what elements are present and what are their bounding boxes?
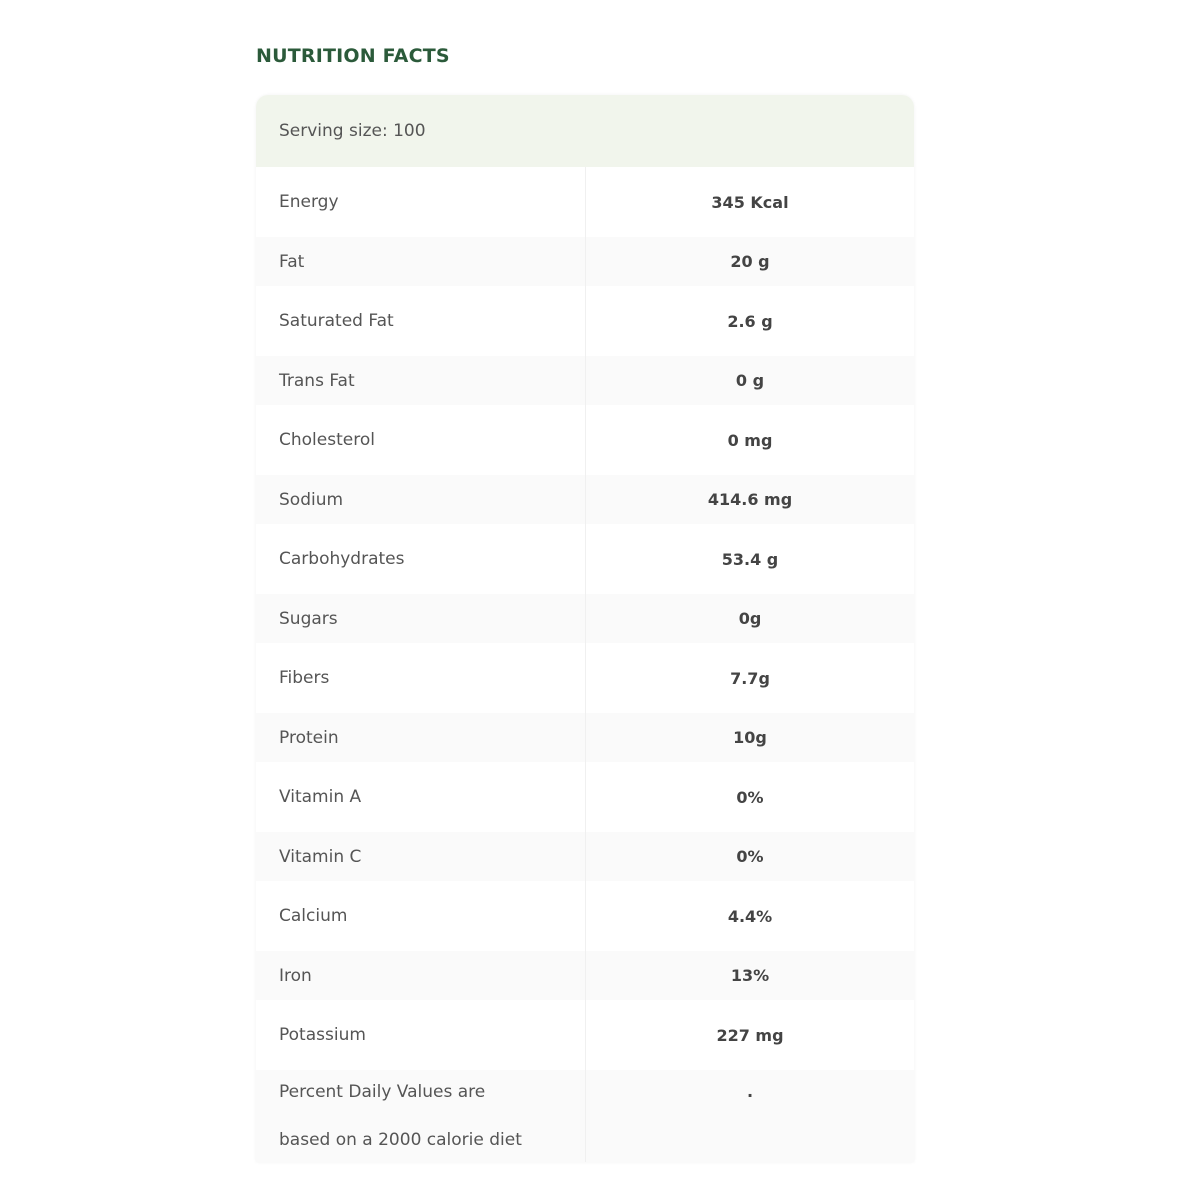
nutrient-name: Fibers — [256, 643, 586, 713]
nutrient-value: 0g — [738, 609, 762, 628]
table-row: Saturated Fat 2.6 g — [256, 286, 914, 356]
footnote-value: . — [746, 1082, 754, 1101]
nutrient-value: 7.7g — [730, 668, 770, 688]
nutrient-name: Protein — [256, 713, 586, 762]
section-title: NUTRITION FACTS — [256, 45, 450, 67]
table-row: Sugars 0g — [256, 594, 914, 643]
table-row: Fibers 7.7g — [256, 643, 914, 713]
table-row: Potassium 227 mg — [256, 1000, 914, 1070]
nutrient-name: Energy — [256, 167, 586, 237]
nutrition-table: Serving size: 100 Energy 345 Kcal Fat 20 g S… — [256, 95, 914, 1162]
nutrient-name: Vitamin C — [256, 832, 586, 881]
footnote-line-2: based on a 2000 calorie diet — [279, 1130, 522, 1150]
footnote-line-1: Percent Daily Values are — [279, 1082, 486, 1102]
table-row: Carbohydrates 53.4 g — [256, 524, 914, 594]
table-row: Iron 13% — [256, 951, 914, 1000]
table-row: Vitamin C 0% — [256, 832, 914, 881]
nutrient-value: 0 g — [735, 371, 765, 390]
nutrient-name: Calcium — [256, 881, 586, 951]
nutrient-name: Sodium — [256, 475, 586, 524]
table-row: Trans Fat 0 g — [256, 356, 914, 405]
nutrient-value: 4.4% — [727, 906, 773, 926]
nutrient-value: 0 mg — [727, 430, 773, 450]
nutrient-name: Iron — [256, 951, 586, 1000]
table-row: Energy 345 Kcal — [256, 167, 914, 237]
table-row: Sodium 414.6 mg — [256, 475, 914, 524]
nutrient-name: Sugars — [256, 594, 586, 643]
table-row-footnote: Percent Daily Values are based on a 2000 … — [256, 1070, 914, 1162]
nutrient-value: 414.6 mg — [707, 490, 793, 509]
footnote-text: Percent Daily Values are based on a 2000 … — [256, 1070, 586, 1162]
table-row: Calcium 4.4% — [256, 881, 914, 951]
nutrient-value: 227 mg — [716, 1025, 784, 1045]
nutrient-name: Carbohydrates — [256, 524, 586, 594]
nutrient-name: Saturated Fat — [256, 286, 586, 356]
nutrient-value: 53.4 g — [721, 549, 779, 569]
nutrient-value: 20 g — [730, 252, 770, 271]
serving-size: Serving size: 100 — [256, 95, 914, 167]
table-row: Fat 20 g — [256, 237, 914, 286]
table-row: Protein 10g — [256, 713, 914, 762]
nutrient-value: 0% — [736, 787, 764, 807]
nutrient-value: 2.6 g — [727, 311, 773, 331]
nutrient-name: Trans Fat — [256, 356, 586, 405]
nutrient-value: 0% — [736, 847, 764, 866]
nutrient-value: 13% — [730, 966, 770, 985]
nutrient-name: Fat — [256, 237, 586, 286]
nutrient-name: Cholesterol — [256, 405, 586, 475]
table-row: Vitamin A 0% — [256, 762, 914, 832]
nutrient-value: 345 Kcal — [711, 192, 789, 212]
table-row: Cholesterol 0 mg — [256, 405, 914, 475]
nutrient-name: Potassium — [256, 1000, 586, 1070]
nutrient-name: Vitamin A — [256, 762, 586, 832]
nutrient-value: 10g — [733, 728, 767, 747]
